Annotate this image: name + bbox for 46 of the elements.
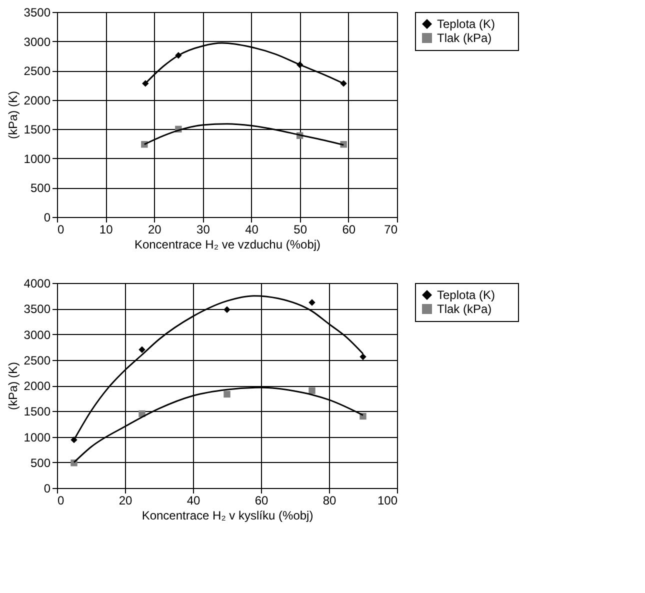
x-tick-label: 70 <box>384 222 398 236</box>
x-tick-label: 80 <box>322 494 336 508</box>
y-tick-label: 1000 <box>24 430 51 444</box>
y-tick-label: 3000 <box>24 328 51 342</box>
y-tick-label: 2500 <box>24 64 51 78</box>
x-tick-label: 0 <box>58 222 64 236</box>
y-tick-label: 0 <box>44 210 51 224</box>
x-tick-label: 20 <box>118 494 132 508</box>
y-axis-title: (kPa) (K) <box>6 90 20 139</box>
y-tick-label: 500 <box>30 181 51 196</box>
point <box>138 346 146 353</box>
y-tick-label: 1500 <box>24 404 51 419</box>
x-tick-label: 10 <box>99 222 114 236</box>
y-tick-label: 0 <box>44 482 51 496</box>
x-tick-label: 30 <box>196 222 210 236</box>
x-tick-label: 60 <box>254 494 268 508</box>
legend-label: Tlak (kPa) <box>437 302 492 316</box>
x-tick-label: 60 <box>342 222 356 236</box>
point <box>308 299 316 306</box>
point <box>70 436 78 444</box>
point <box>360 353 366 360</box>
y-tick-label: 2000 <box>24 93 51 108</box>
y-tick-label: 2000 <box>24 379 51 393</box>
x-tick-label: 40 <box>245 222 259 236</box>
y-tick-label: 2500 <box>24 353 51 368</box>
y-tick-label: 4000 <box>24 276 51 290</box>
legend-label: Tlak (kPa) <box>437 31 492 45</box>
y-axis-title: (kPa) (K) <box>6 362 20 410</box>
x-axis-title: Koncentrace H₂ v kyslíku (%obj) <box>142 508 314 522</box>
legend-label: Teplota (K) <box>437 288 496 302</box>
point <box>308 387 316 394</box>
point <box>224 306 230 314</box>
x-tick-label: 20 <box>148 222 162 236</box>
x-tick-label: 40 <box>186 494 200 508</box>
y-tick-label: 1500 <box>24 122 51 137</box>
y-tick-label: 3500 <box>24 302 51 316</box>
x-tick-label: 100 <box>377 494 398 508</box>
x-tick-label: 0 <box>58 494 64 508</box>
y-tick-label: 3000 <box>24 34 51 49</box>
y-tick-label: 1000 <box>24 152 51 166</box>
point <box>224 390 230 398</box>
y-tick-label: 3500 <box>24 6 51 20</box>
x-axis-title: Koncentrace H₂ ve vzduchu (%obj) <box>134 238 321 252</box>
y-tick-label: 500 <box>30 456 51 470</box>
legend-label: Teplota (K) <box>437 17 496 31</box>
x-tick-label: 50 <box>294 222 308 236</box>
